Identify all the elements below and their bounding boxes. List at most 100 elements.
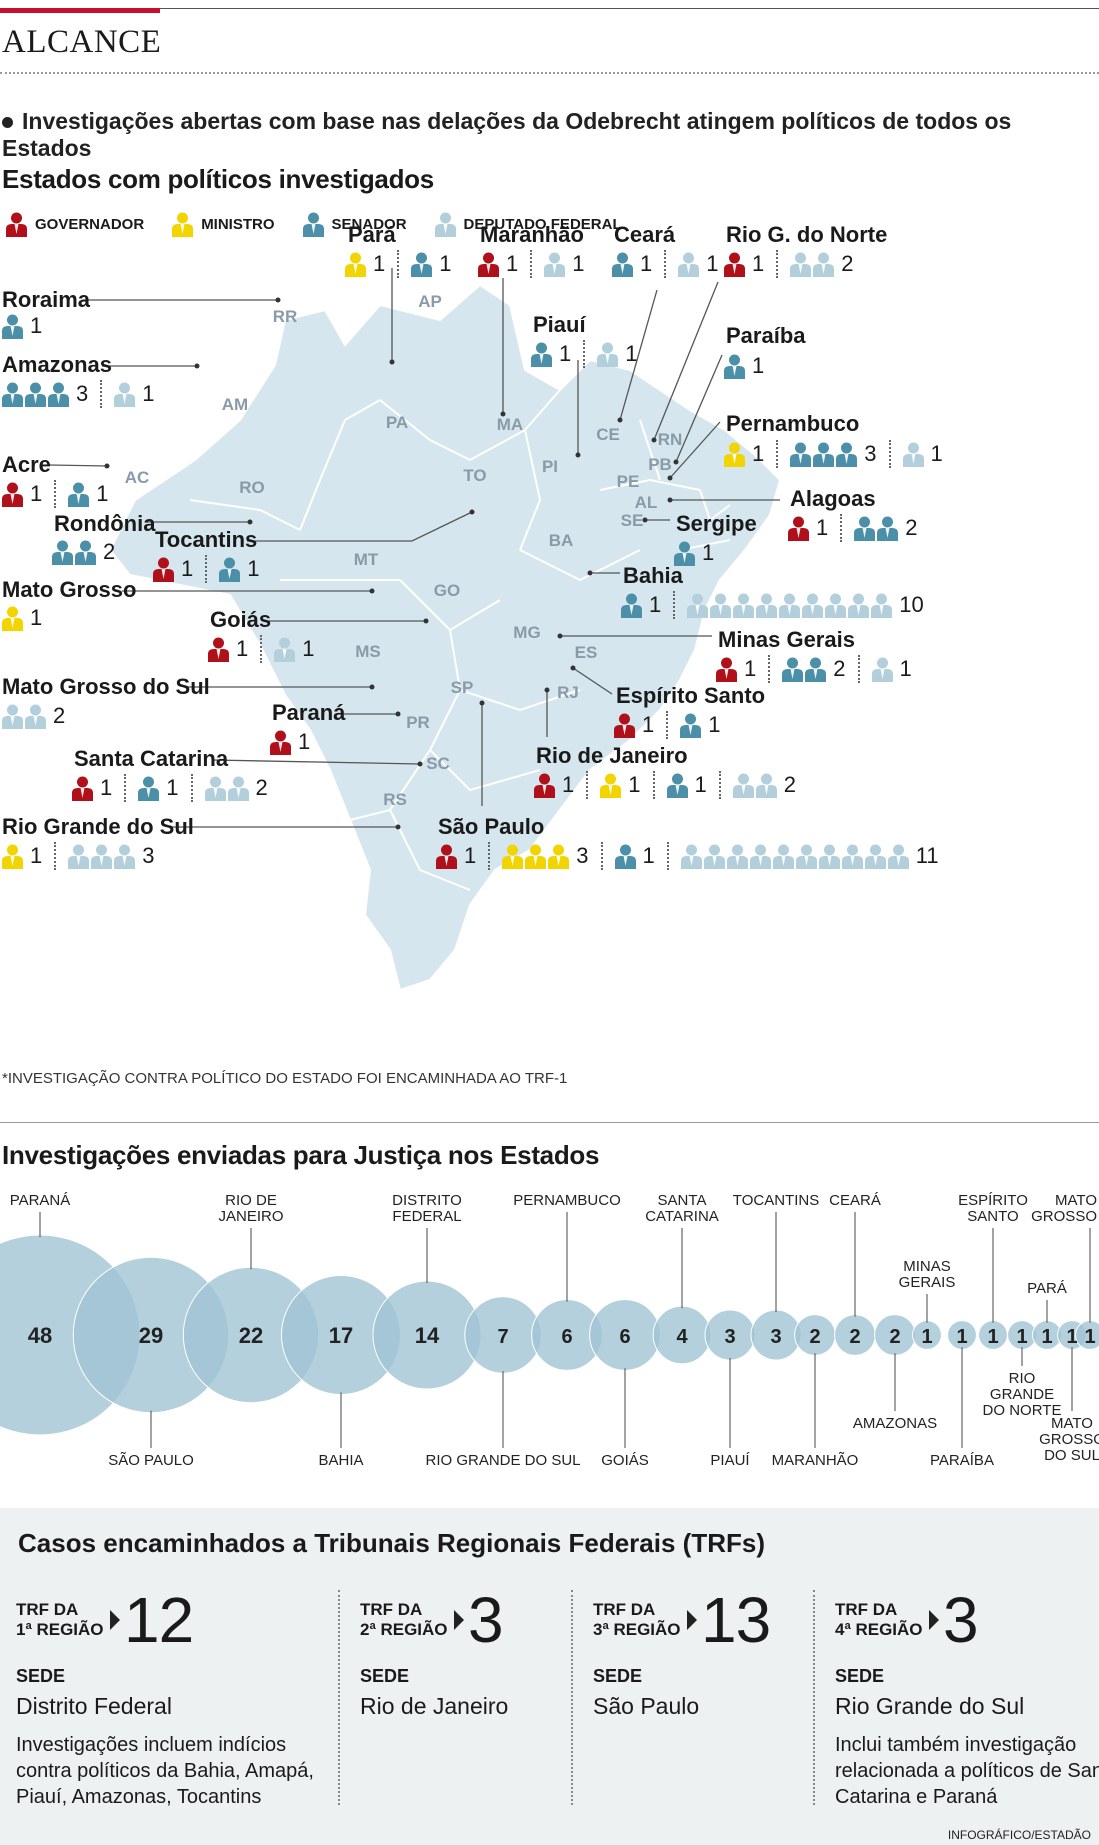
- leader-line-ceara: [619, 289, 658, 421]
- state-counts-sao-paulo: 1 3 1 11: [436, 841, 939, 871]
- count-separator: [857, 655, 860, 683]
- bubble-label: RIO GRANDE DO SUL: [425, 1452, 580, 1469]
- count-value: 1: [30, 605, 43, 630]
- bubble-value: 22: [239, 1323, 263, 1348]
- state-abbr-ro: RO: [239, 478, 265, 497]
- trf-column-4: TRF DA 4ª REGIÃO 3 SEDE Rio Grande do Sul Inc…: [835, 1588, 1099, 1810]
- trf-label: TRF DA 1ª REGIÃO: [16, 1600, 104, 1639]
- trf-head: TRF DA 3ª REGIÃO 13: [593, 1588, 913, 1652]
- dep-person-icon: [848, 593, 870, 618]
- state-name-acre: Acre: [2, 452, 51, 477]
- count-value: 1: [628, 772, 641, 797]
- dep-person-icon: [114, 844, 136, 869]
- count-group-dep: 1: [274, 636, 315, 662]
- section-divider: [0, 1122, 1099, 1123]
- sede-city: Rio Grande do Sul: [835, 1693, 1025, 1719]
- trf-count: 3: [468, 1584, 504, 1656]
- count-group-min: 1: [724, 441, 764, 467]
- gov-person-icon: [614, 713, 635, 738]
- state-name-parana: Paraná: [272, 700, 346, 725]
- min-person-icon: [2, 844, 23, 869]
- bubble-value: 1: [1066, 1326, 1077, 1348]
- sen-person-icon: [68, 482, 90, 507]
- min-person-icon: [345, 252, 366, 277]
- trf-count: 13: [701, 1584, 771, 1656]
- dep-person-icon: [790, 252, 812, 277]
- count-group-min: 1: [345, 251, 385, 277]
- sen-person-icon: [854, 516, 876, 541]
- dep-person-icon: [434, 212, 456, 237]
- trf-head: TRF DA 2ª REGIÃO 3: [360, 1588, 680, 1652]
- bubble-value: 3: [724, 1326, 735, 1348]
- count-group-gov: 1: [208, 636, 248, 662]
- bubble-label: GERAIS: [899, 1274, 956, 1291]
- count-group-gov: 1: [153, 556, 193, 582]
- sen-person-icon: [2, 314, 23, 339]
- dep-person-icon: [597, 342, 619, 367]
- state-name-ceara: Ceará: [614, 222, 676, 247]
- bubble-chart-title: Investigações enviadas para Justiça nos …: [2, 1140, 600, 1170]
- leader-dot: [369, 684, 375, 690]
- trf1-note: *INVESTIGAÇÃO CONTRA POLÍTICO DO ESTADO …: [2, 1070, 568, 1087]
- state-abbr-am: AM: [222, 395, 248, 414]
- leader-line-espirito-santo: [572, 667, 613, 695]
- trf-column-1: TRF DA 1ª REGIÃO 12 SEDE Distrito Federal Inv…: [16, 1588, 326, 1810]
- sen-person-icon: [877, 516, 899, 541]
- count-value: 1: [694, 772, 707, 797]
- count-value: 1: [142, 381, 155, 406]
- count-value: 1: [706, 251, 719, 276]
- count-group-dep: 2: [732, 772, 796, 798]
- trf-divider: [571, 1590, 573, 1805]
- bubble-label: PARÁ: [1027, 1280, 1067, 1297]
- count-separator: [260, 635, 263, 663]
- count-value: 1: [30, 481, 43, 506]
- count-value: 1: [640, 251, 653, 276]
- count-separator: [205, 555, 208, 583]
- leader-dot: [667, 475, 673, 481]
- dep-person-icon: [818, 844, 840, 869]
- trf-description: Inclui também investigação relacionada a…: [835, 1734, 1099, 1808]
- count-separator: [397, 250, 400, 278]
- leader-dot: [194, 363, 200, 369]
- count-group-sen: 1: [614, 843, 655, 869]
- bubble-label: PARAÍBA: [930, 1452, 994, 1469]
- state-name-sergipe: Sergipe: [676, 511, 757, 536]
- count-value: 1: [899, 656, 912, 681]
- sen-person-icon: [724, 354, 745, 379]
- dep-person-icon: [68, 844, 90, 869]
- state-abbr-ms: MS: [355, 642, 381, 661]
- dep-person-icon: [779, 593, 801, 618]
- state-abbr-pa: PA: [386, 413, 408, 432]
- role-legend: GOVERNADOR MINISTRO SENADOR DEPUTADO FEDERA…: [6, 212, 622, 237]
- sen-person-icon: [411, 252, 433, 277]
- leader-dot: [395, 711, 401, 717]
- leader-dot: [369, 588, 375, 594]
- state-abbr-rn: RN: [658, 430, 683, 449]
- count-separator: [530, 250, 533, 278]
- count-group-dep: 10: [687, 592, 924, 618]
- count-group-gov: 1: [2, 481, 42, 507]
- legend-item-gov: GOVERNADOR: [6, 212, 144, 237]
- count-group-dep: 1: [902, 441, 943, 467]
- sede-city: São Paulo: [593, 1693, 700, 1719]
- count-group-min: 3: [502, 843, 589, 869]
- state-name-alagoas: Alagoas: [790, 486, 876, 511]
- bubble-label: FEDERAL: [392, 1208, 461, 1225]
- arrow-right-icon: [454, 1610, 464, 1630]
- gov-person-icon: [724, 252, 745, 277]
- count-separator: [666, 711, 669, 739]
- bubble-label: GROSSO: [1031, 1208, 1097, 1225]
- dep-person-icon: [687, 593, 709, 618]
- count-separator: [586, 771, 589, 799]
- count-value: 2: [841, 251, 854, 276]
- count-value: 1: [752, 353, 765, 378]
- count-value: 3: [864, 441, 877, 466]
- legend-label: MINISTRO: [201, 216, 275, 233]
- leader-dot: [469, 509, 475, 515]
- leader-line-rio-g-do-norte: [653, 281, 719, 441]
- count-group-sen: 1: [2, 313, 42, 339]
